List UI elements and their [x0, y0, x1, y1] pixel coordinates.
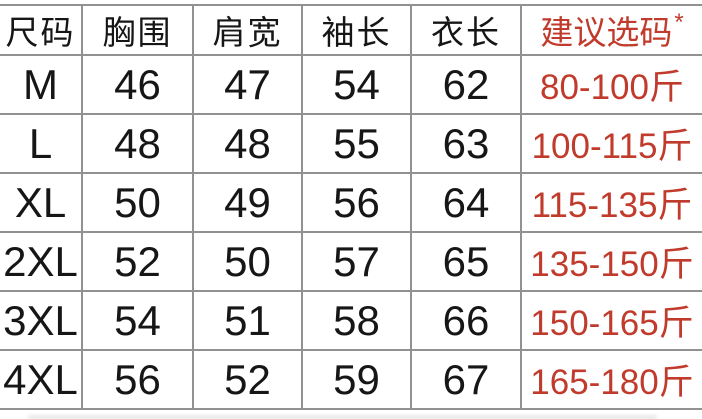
chest-cell: 50	[81, 172, 194, 233]
suggest-weight-cell: 100-115斤	[520, 113, 702, 174]
column-header-size: 尺码	[0, 4, 83, 56]
size-chart-table: 尺码 胸围 肩宽 袖长 衣长 建议选码* M 46 47 54 62 80-10…	[0, 4, 702, 410]
length-cell: 63	[410, 113, 522, 174]
shoulder-cell: 49	[192, 172, 303, 233]
column-header-shoulder: 肩宽	[192, 4, 303, 56]
sleeve-cell: 54	[301, 54, 412, 115]
size-cell: 2XL	[0, 231, 83, 292]
table-row: XL 50 49 56 64 115-135斤	[0, 172, 702, 233]
length-cell: 65	[410, 231, 522, 292]
sleeve-cell: 59	[301, 349, 412, 410]
size-cell: 4XL	[0, 349, 83, 410]
bottom-edge-artifact	[28, 416, 657, 419]
column-header-sleeve: 袖长	[301, 4, 412, 56]
length-cell: 64	[410, 172, 522, 233]
suggest-weight-cell: 115-135斤	[520, 172, 702, 233]
sleeve-cell: 58	[301, 290, 412, 351]
shoulder-cell: 48	[192, 113, 303, 174]
table-row: 2XL 52 50 57 65 135-150斤	[0, 231, 702, 292]
chest-cell: 48	[81, 113, 194, 174]
chest-cell: 56	[81, 349, 194, 410]
chest-cell: 52	[81, 231, 194, 292]
chest-cell: 54	[81, 290, 194, 351]
suggest-weight-cell: 150-165斤	[520, 290, 702, 351]
chest-cell: 46	[81, 54, 194, 115]
size-cell: M	[0, 54, 83, 115]
column-header-length: 衣长	[410, 4, 522, 56]
length-cell: 66	[410, 290, 522, 351]
sleeve-cell: 57	[301, 231, 412, 292]
column-header-suggest: 建议选码*	[520, 4, 702, 56]
column-header-suggest-label: 建议选码	[540, 14, 673, 51]
shoulder-cell: 51	[192, 290, 303, 351]
shoulder-cell: 47	[192, 54, 303, 115]
size-cell: L	[0, 113, 83, 174]
header-row: 尺码 胸围 肩宽 袖长 衣长 建议选码*	[0, 4, 702, 56]
length-cell: 67	[410, 349, 522, 410]
table-row: M 46 47 54 62 80-100斤	[0, 54, 702, 115]
suggest-weight-cell: 165-180斤	[520, 349, 702, 410]
shoulder-cell: 50	[192, 231, 303, 292]
size-cell: XL	[0, 172, 83, 233]
size-cell: 3XL	[0, 290, 83, 351]
suggest-weight-cell: 135-150斤	[520, 231, 702, 292]
length-cell: 62	[410, 54, 522, 115]
size-chart: 尺码 胸围 肩宽 袖长 衣长 建议选码* M 46 47 54 62 80-10…	[0, 4, 702, 410]
sleeve-cell: 55	[301, 113, 412, 174]
table-row: 3XL 54 51 58 66 150-165斤	[0, 290, 702, 351]
suggest-weight-cell: 80-100斤	[520, 54, 702, 115]
table-row: 4XL 56 52 59 67 165-180斤	[0, 349, 702, 410]
sleeve-cell: 56	[301, 172, 412, 233]
column-header-chest: 胸围	[81, 4, 194, 56]
shoulder-cell: 52	[192, 349, 303, 410]
table-row: L 48 48 55 63 100-115斤	[0, 113, 702, 174]
required-asterisk: *	[674, 9, 684, 36]
